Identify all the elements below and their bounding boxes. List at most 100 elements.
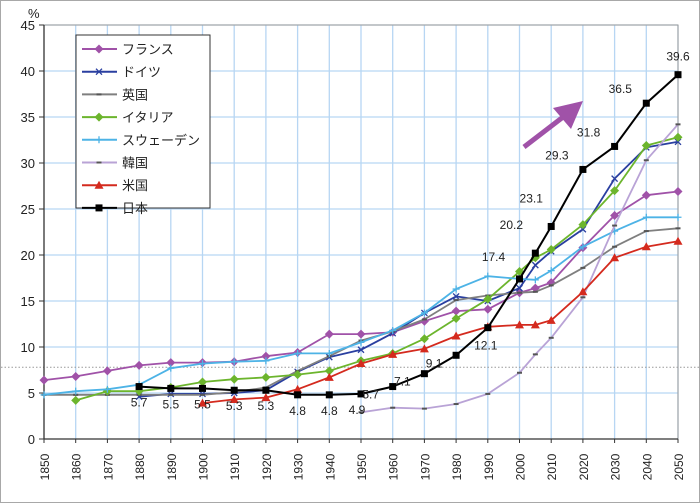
data-label: 5.3 [226,399,243,413]
data-label: 31.8 [577,125,601,139]
marker-dash [580,296,586,299]
marker-dash [643,159,649,162]
marker-triangle [388,349,398,358]
marker-square [167,384,175,392]
marker-triangle [419,344,429,353]
marker-square [516,275,523,283]
marker-plus [420,309,428,317]
legend-label: 米国 [122,178,148,193]
marker-diamond [356,329,366,339]
marker-x [516,284,523,292]
marker-diamond [641,141,651,151]
x-tick-label: 1980 [450,453,464,480]
marker-dash [517,291,522,294]
legend-label: 日本 [122,201,148,216]
marker-diamond [102,366,112,376]
x-tick-label: 1870 [101,453,115,480]
data-label: 5.5 [162,397,179,411]
marker-dash [643,230,649,233]
marker-dash [548,284,554,287]
marker-dash [390,406,396,409]
marker-plus [642,213,650,221]
marker-diamond [673,132,683,142]
marker-square [642,99,650,107]
marker-square [230,386,238,394]
legend-label: 英国 [122,87,148,102]
series-5 [358,123,681,414]
marker-triangle [324,372,334,381]
marker-square [484,324,492,332]
marker-plus [167,364,175,372]
data-label: 23.1 [520,191,544,205]
marker-diamond [166,358,176,368]
marker-triangle [293,384,303,393]
marker-square [674,71,682,79]
x-tick-label: 1910 [228,453,242,480]
marker-diamond [673,187,683,197]
x-tick-label: 1990 [482,453,496,480]
x-tick-label: 1900 [197,453,211,480]
x-tick-label: 2040 [640,453,654,480]
marker-dash [421,407,427,410]
legend-label: 韓国 [122,156,148,171]
series-line [43,190,679,381]
marker-dash [453,403,459,406]
marker-dash [168,393,174,396]
marker-plus [95,136,103,144]
y-tick-label: 35 [21,110,35,125]
data-label: 5.3 [258,399,275,413]
marker-square [135,383,143,391]
data-label: 9.1 [426,356,443,370]
legend-item: 日本 [82,201,148,216]
marker-diamond [71,395,81,405]
marker-diamond [610,186,620,196]
y-tick-label: 10 [21,340,35,355]
data-labels: 5.7 5.5 5.5 5.3 5.3 4.8 4.8 4.95.77.19.112.117.… [131,50,690,418]
x-tick-label: 1930 [292,453,306,480]
marker-dash [200,393,205,396]
legend-item: スウェーデン [82,133,200,148]
x-tick-label: 1880 [133,453,147,480]
y-axis-unit: % [28,6,40,21]
marker-plus [547,267,555,275]
marker-plus [579,243,587,251]
marker-diamond [483,304,493,314]
marker-diamond [39,375,49,385]
marker-plus [357,338,365,346]
marker-dash [485,392,491,395]
marker-dash [612,245,618,248]
legend-label: イタリア [122,110,173,125]
y-tick-label: 45 [21,18,35,33]
marker-dash [96,161,102,164]
marker-plus [674,213,682,221]
y-tick-label: 20 [21,248,35,263]
data-label: 39.6 [666,50,690,64]
marker-dash [73,393,79,396]
data-label: 4.8 [289,404,306,418]
marker-dash [421,318,427,321]
marker-plus [452,285,460,293]
marker-triangle [673,236,683,245]
marker-square [357,390,365,398]
marker-diamond [610,210,620,220]
series-line [360,123,679,414]
legend-item: 英国 [82,87,148,102]
marker-dash [517,371,522,374]
marker-plus [484,272,492,280]
marker-square [531,249,539,257]
legend-item: ドイツ [82,65,161,80]
data-label: 4.9 [349,403,366,417]
marker-plus [199,360,206,368]
axes: 0 5 10 15 20 25 30 35 40 45 1850 1860 1870 1880 1890 19… [21,18,686,480]
marker-triangle [546,315,556,324]
arrow-head [553,101,583,129]
y-tick-label: 0 [28,432,35,447]
series-line [202,240,679,404]
marker-square [389,383,397,391]
marker-square [611,142,619,150]
x-tick-label: 1970 [418,453,432,480]
marker-diamond [293,370,303,380]
arrow-shaft [522,112,569,149]
marker-square [262,386,270,394]
marker-diamond [451,313,461,323]
